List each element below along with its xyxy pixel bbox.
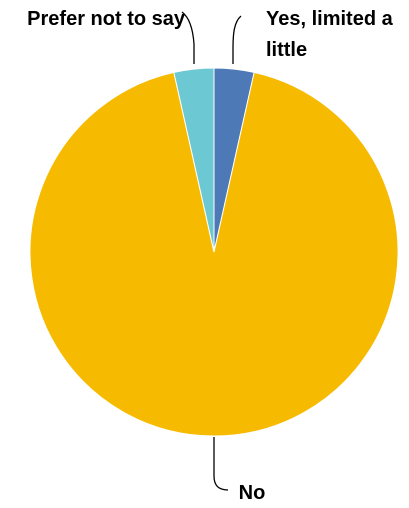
slice-label-line: Prefer not to say <box>27 8 186 30</box>
leader-lines <box>181 11 242 491</box>
slice-label-0: Yes, limited a little <box>266 8 394 61</box>
pie-slice-2 <box>173 67 215 253</box>
leader-line-1 <box>213 437 229 491</box>
slice-label-line: Yes, limited a <box>266 8 394 30</box>
leader-line-2 <box>181 11 195 64</box>
slice-labels: Yes, limited a little No Prefer not to say <box>27 8 393 504</box>
slice-label-line: No <box>239 482 266 504</box>
slice-label-1: No <box>239 482 266 504</box>
slice-label-2: Prefer not to say <box>27 8 186 30</box>
pie-slices <box>29 67 399 437</box>
leader-line-0 <box>232 15 242 64</box>
slice-label-line: little <box>266 39 307 61</box>
pie-slice-1 <box>29 71 399 437</box>
